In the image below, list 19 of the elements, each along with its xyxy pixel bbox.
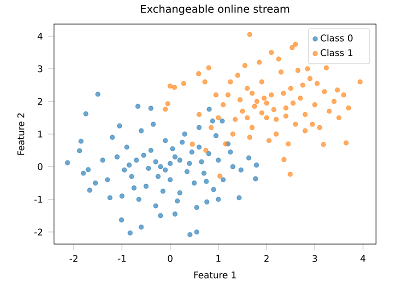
- x-tick-label: 1: [216, 255, 220, 262]
- y-tick-label: 3: [38, 65, 42, 72]
- chart-title: Exchangeable online stream: [141, 4, 290, 15]
- legend-label: Class 1: [320, 49, 352, 56]
- x-tick-label: 0: [168, 255, 172, 262]
- y-tick-label: 0: [38, 163, 42, 170]
- y-tick-label: -1: [34, 196, 42, 203]
- y-axis-title: Feature 2: [17, 113, 24, 155]
- legend-label: Class 0: [320, 34, 353, 42]
- x-axis-title: Feature 1: [194, 272, 236, 278]
- x-tick-label: 3: [312, 255, 317, 262]
- x-tick-label: 2: [264, 255, 269, 262]
- x-tick-label: 4: [360, 255, 366, 262]
- y-tick-label: 4: [38, 32, 43, 40]
- x-tick-label: -1: [118, 255, 126, 262]
- x-tick-label: -2: [70, 255, 78, 262]
- y-tick-label: 2: [38, 98, 42, 105]
- y-tick-label: 1: [38, 130, 42, 138]
- y-tick-label: -2: [34, 228, 42, 236]
